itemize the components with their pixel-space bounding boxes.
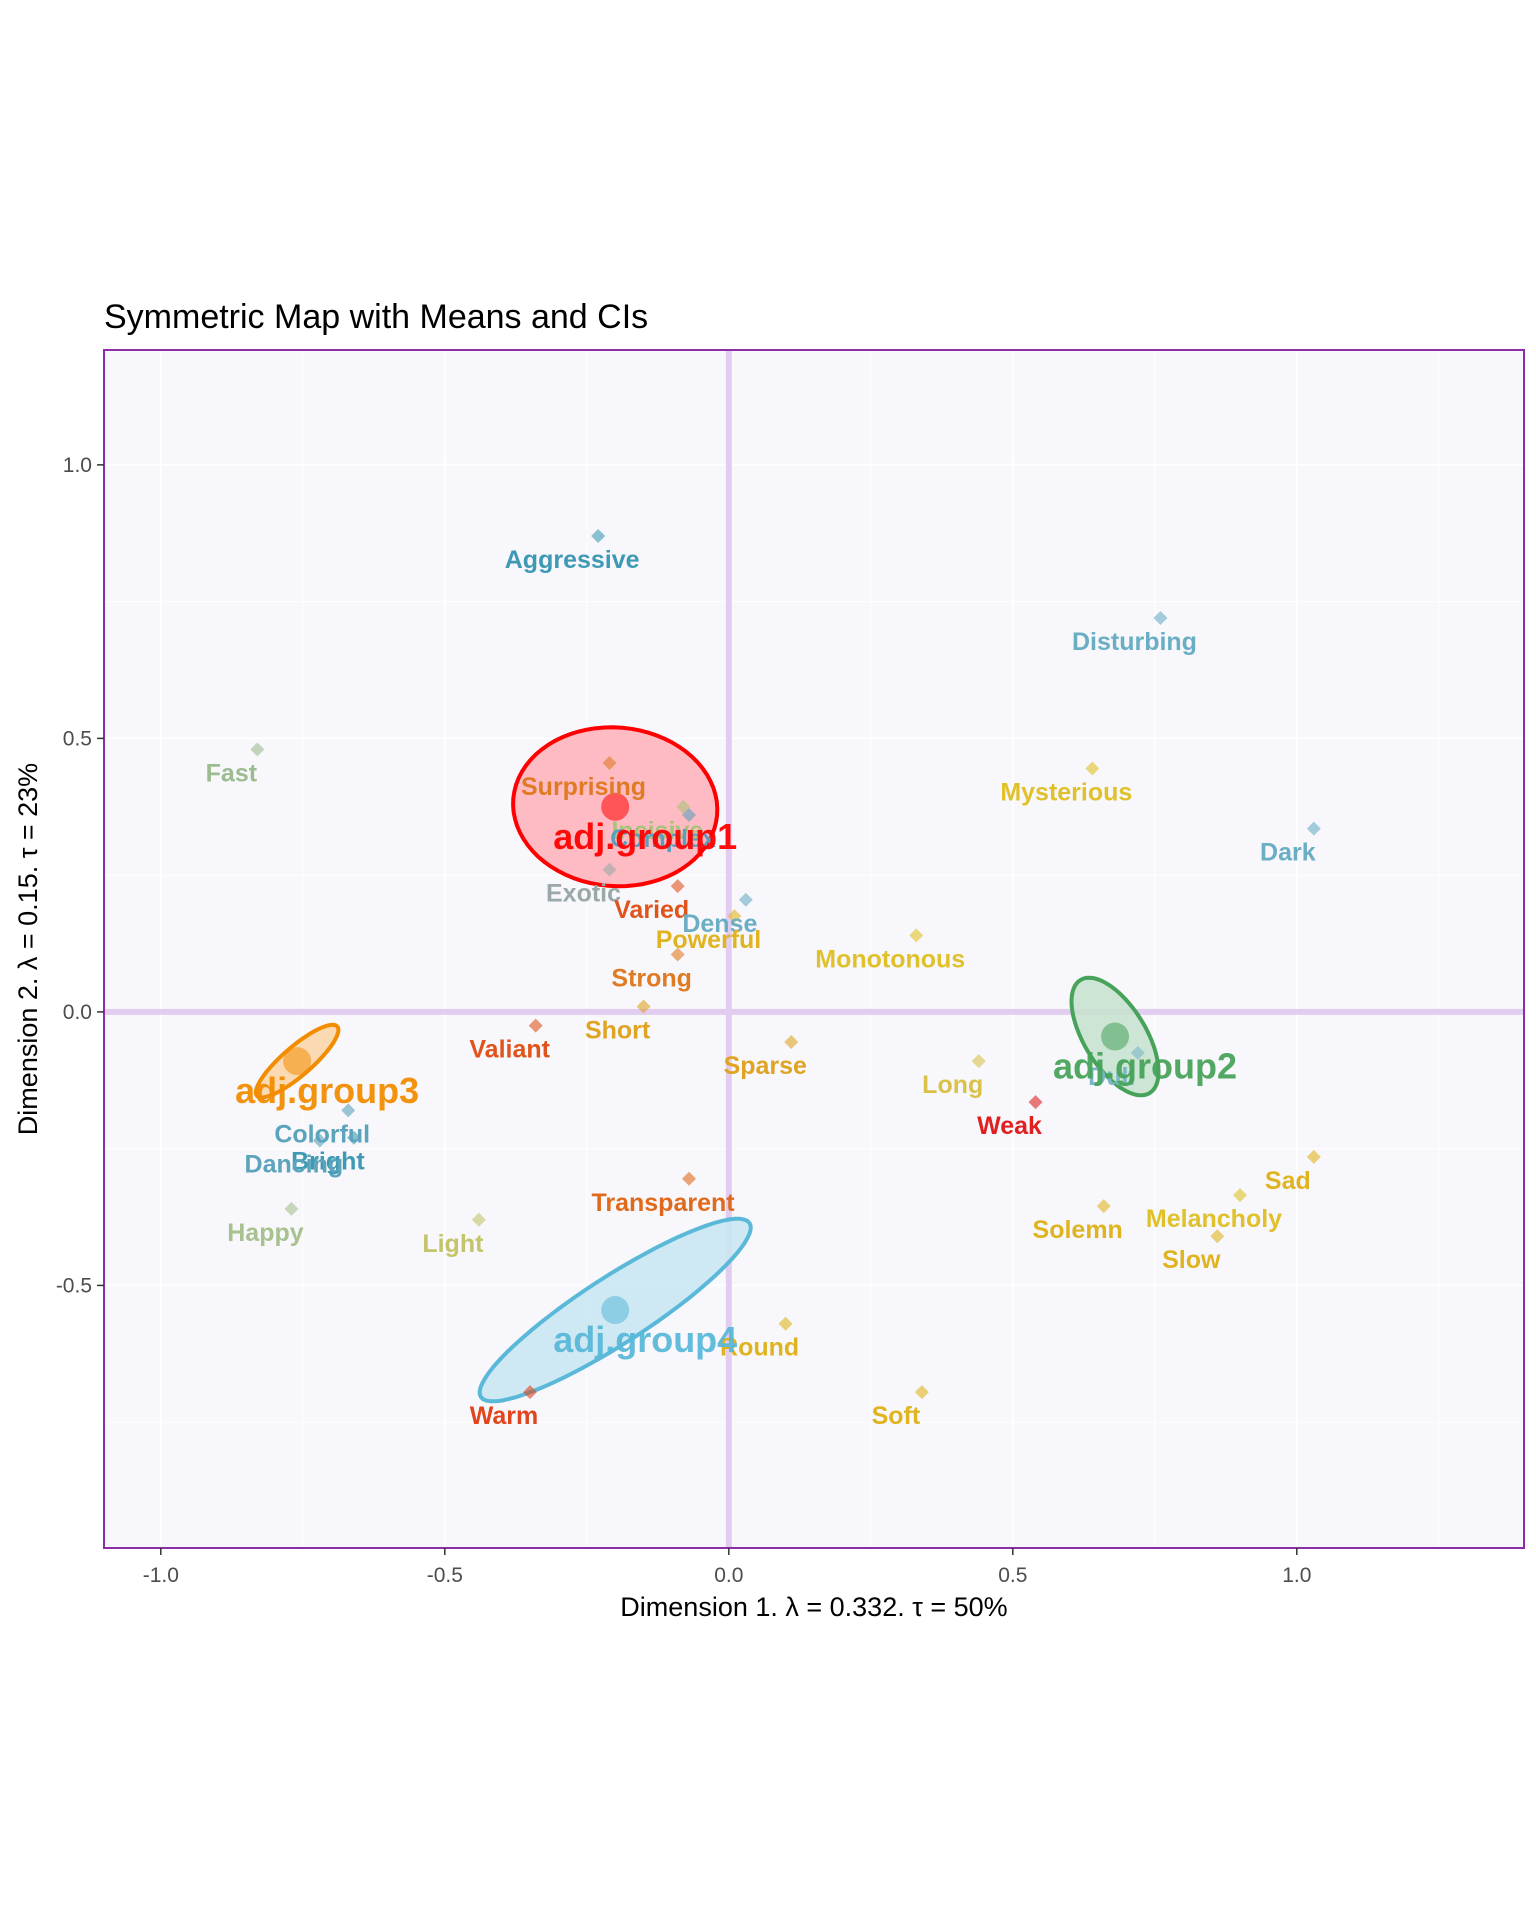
label-varied: Varied [614, 896, 689, 924]
group-label-adj-group3: adj.group3 [235, 1070, 419, 1111]
label-dense: Dense [682, 910, 757, 938]
point-dull [1130, 1045, 1145, 1060]
point-round [778, 1316, 793, 1331]
label-dull: Dull [1088, 1063, 1135, 1091]
point-warm [523, 1385, 537, 1400]
label-aggressive: Aggressive [505, 546, 640, 574]
label-valiant: Valiant [469, 1036, 550, 1064]
point-happy [284, 1201, 299, 1216]
point-exotic [602, 862, 617, 877]
label-fast: Fast [206, 759, 258, 787]
point-slow [1210, 1229, 1225, 1244]
point-colorful [341, 1103, 356, 1118]
x-axis-title: Dimension 1. λ = 0.332. τ = 50% [620, 1592, 1007, 1622]
point-aggressive [591, 528, 606, 543]
group-means [283, 792, 1130, 1325]
label-soft: Soft [872, 1402, 921, 1430]
point-dense [738, 892, 753, 907]
point-bright [346, 1130, 361, 1145]
point-sparse [784, 1034, 799, 1049]
x-tick-label: -0.5 [427, 1564, 463, 1587]
label-dark: Dark [1260, 839, 1316, 867]
label-sparse: Sparse [724, 1052, 807, 1080]
group-label-adj-group2: adj.group2 [1053, 1046, 1237, 1087]
label-dancing: Dancing [245, 1150, 344, 1178]
zero-reference-lines [104, 350, 1524, 1548]
chart-title: Symmetric Map with Means and CIs [104, 298, 648, 336]
label-weak: Weak [977, 1112, 1042, 1140]
label-round: Round [720, 1334, 799, 1362]
label-complex: Complex [610, 825, 716, 853]
y-tick-label: 0.5 [63, 727, 92, 750]
group-label-adj-group4: adj.group4 [553, 1319, 737, 1360]
point-varied [670, 879, 685, 894]
label-incisive: Incisive [611, 817, 703, 845]
label-happy: Happy [227, 1219, 304, 1247]
y-tick-label: 0.0 [63, 1001, 92, 1024]
plot-border [103, 349, 1525, 1549]
y-tick-label: 1.0 [63, 454, 92, 477]
data-points [250, 528, 1321, 1400]
label-mysterious: Mysterious [1000, 778, 1132, 806]
point-powerful [727, 909, 742, 924]
point-transparent [682, 1171, 697, 1186]
y-tick-label: -0.5 [56, 1274, 92, 1297]
label-bright: Bright [291, 1148, 365, 1176]
label-light: Light [422, 1230, 484, 1258]
label-monotonous: Monotonous [815, 945, 965, 973]
point-light [471, 1212, 486, 1227]
x-tick-label: 1.0 [1282, 1564, 1311, 1587]
point-long [971, 1054, 986, 1069]
x-axis-ticks: -1.0 -0.5 0.0 0.5 1.0 [143, 1548, 1311, 1587]
point-dancing [312, 1133, 327, 1148]
x-tick-label: -1.0 [143, 1564, 179, 1587]
label-warm: Warm [470, 1402, 539, 1430]
label-melancholy: Melancholy [1146, 1205, 1282, 1233]
label-solemn: Solemn [1033, 1216, 1123, 1244]
label-colorful: Colorful [274, 1120, 370, 1148]
mean-adj-group1 [601, 792, 630, 821]
x-tick-label: 0.0 [714, 1564, 743, 1587]
point-short [636, 999, 651, 1014]
group-labels: adj.group1 adj.group2 adj.group3 adj.group4 [235, 816, 1237, 1360]
label-transparent: Transparent [591, 1189, 735, 1217]
point-complex [682, 807, 697, 822]
mean-adj-group2 [1101, 1022, 1130, 1051]
point-strong [670, 947, 685, 962]
mean-adj-group3 [283, 1047, 312, 1076]
point-soft [914, 1385, 929, 1400]
label-slow: Slow [1162, 1246, 1221, 1274]
point-labels: Aggressive Disturbing Fast Surprising Incisi… [206, 546, 1316, 1430]
point-mysterious [1085, 761, 1100, 776]
point-solemn [1096, 1199, 1111, 1214]
label-powerful: Powerful [656, 926, 762, 954]
point-fast [250, 742, 265, 757]
plot-panel [104, 350, 1524, 1548]
x-tick-label: 0.5 [998, 1564, 1027, 1587]
point-disturbing [1153, 611, 1168, 626]
label-disturbing: Disturbing [1072, 628, 1197, 656]
point-weak [1028, 1095, 1043, 1110]
label-short: Short [585, 1016, 651, 1044]
point-dark [1306, 821, 1321, 836]
mean-adj-group4 [601, 1296, 630, 1325]
point-sad [1306, 1149, 1321, 1164]
point-monotonous [909, 928, 924, 943]
point-valiant [528, 1018, 543, 1033]
label-surprising: Surprising [521, 773, 646, 801]
label-sad: Sad [1265, 1167, 1311, 1195]
label-exotic: Exotic [546, 880, 621, 908]
label-long: Long [922, 1071, 983, 1099]
y-axis-ticks: -0.5 0.0 0.5 1.0 [56, 454, 104, 1297]
label-strong: Strong [611, 964, 692, 992]
point-surprising [602, 756, 617, 771]
y-axis-title: Dimension 2. λ = 0.15. τ = 23% [13, 763, 43, 1135]
point-melancholy [1233, 1188, 1247, 1203]
group-label-adj-group1: adj.group1 [553, 816, 737, 857]
